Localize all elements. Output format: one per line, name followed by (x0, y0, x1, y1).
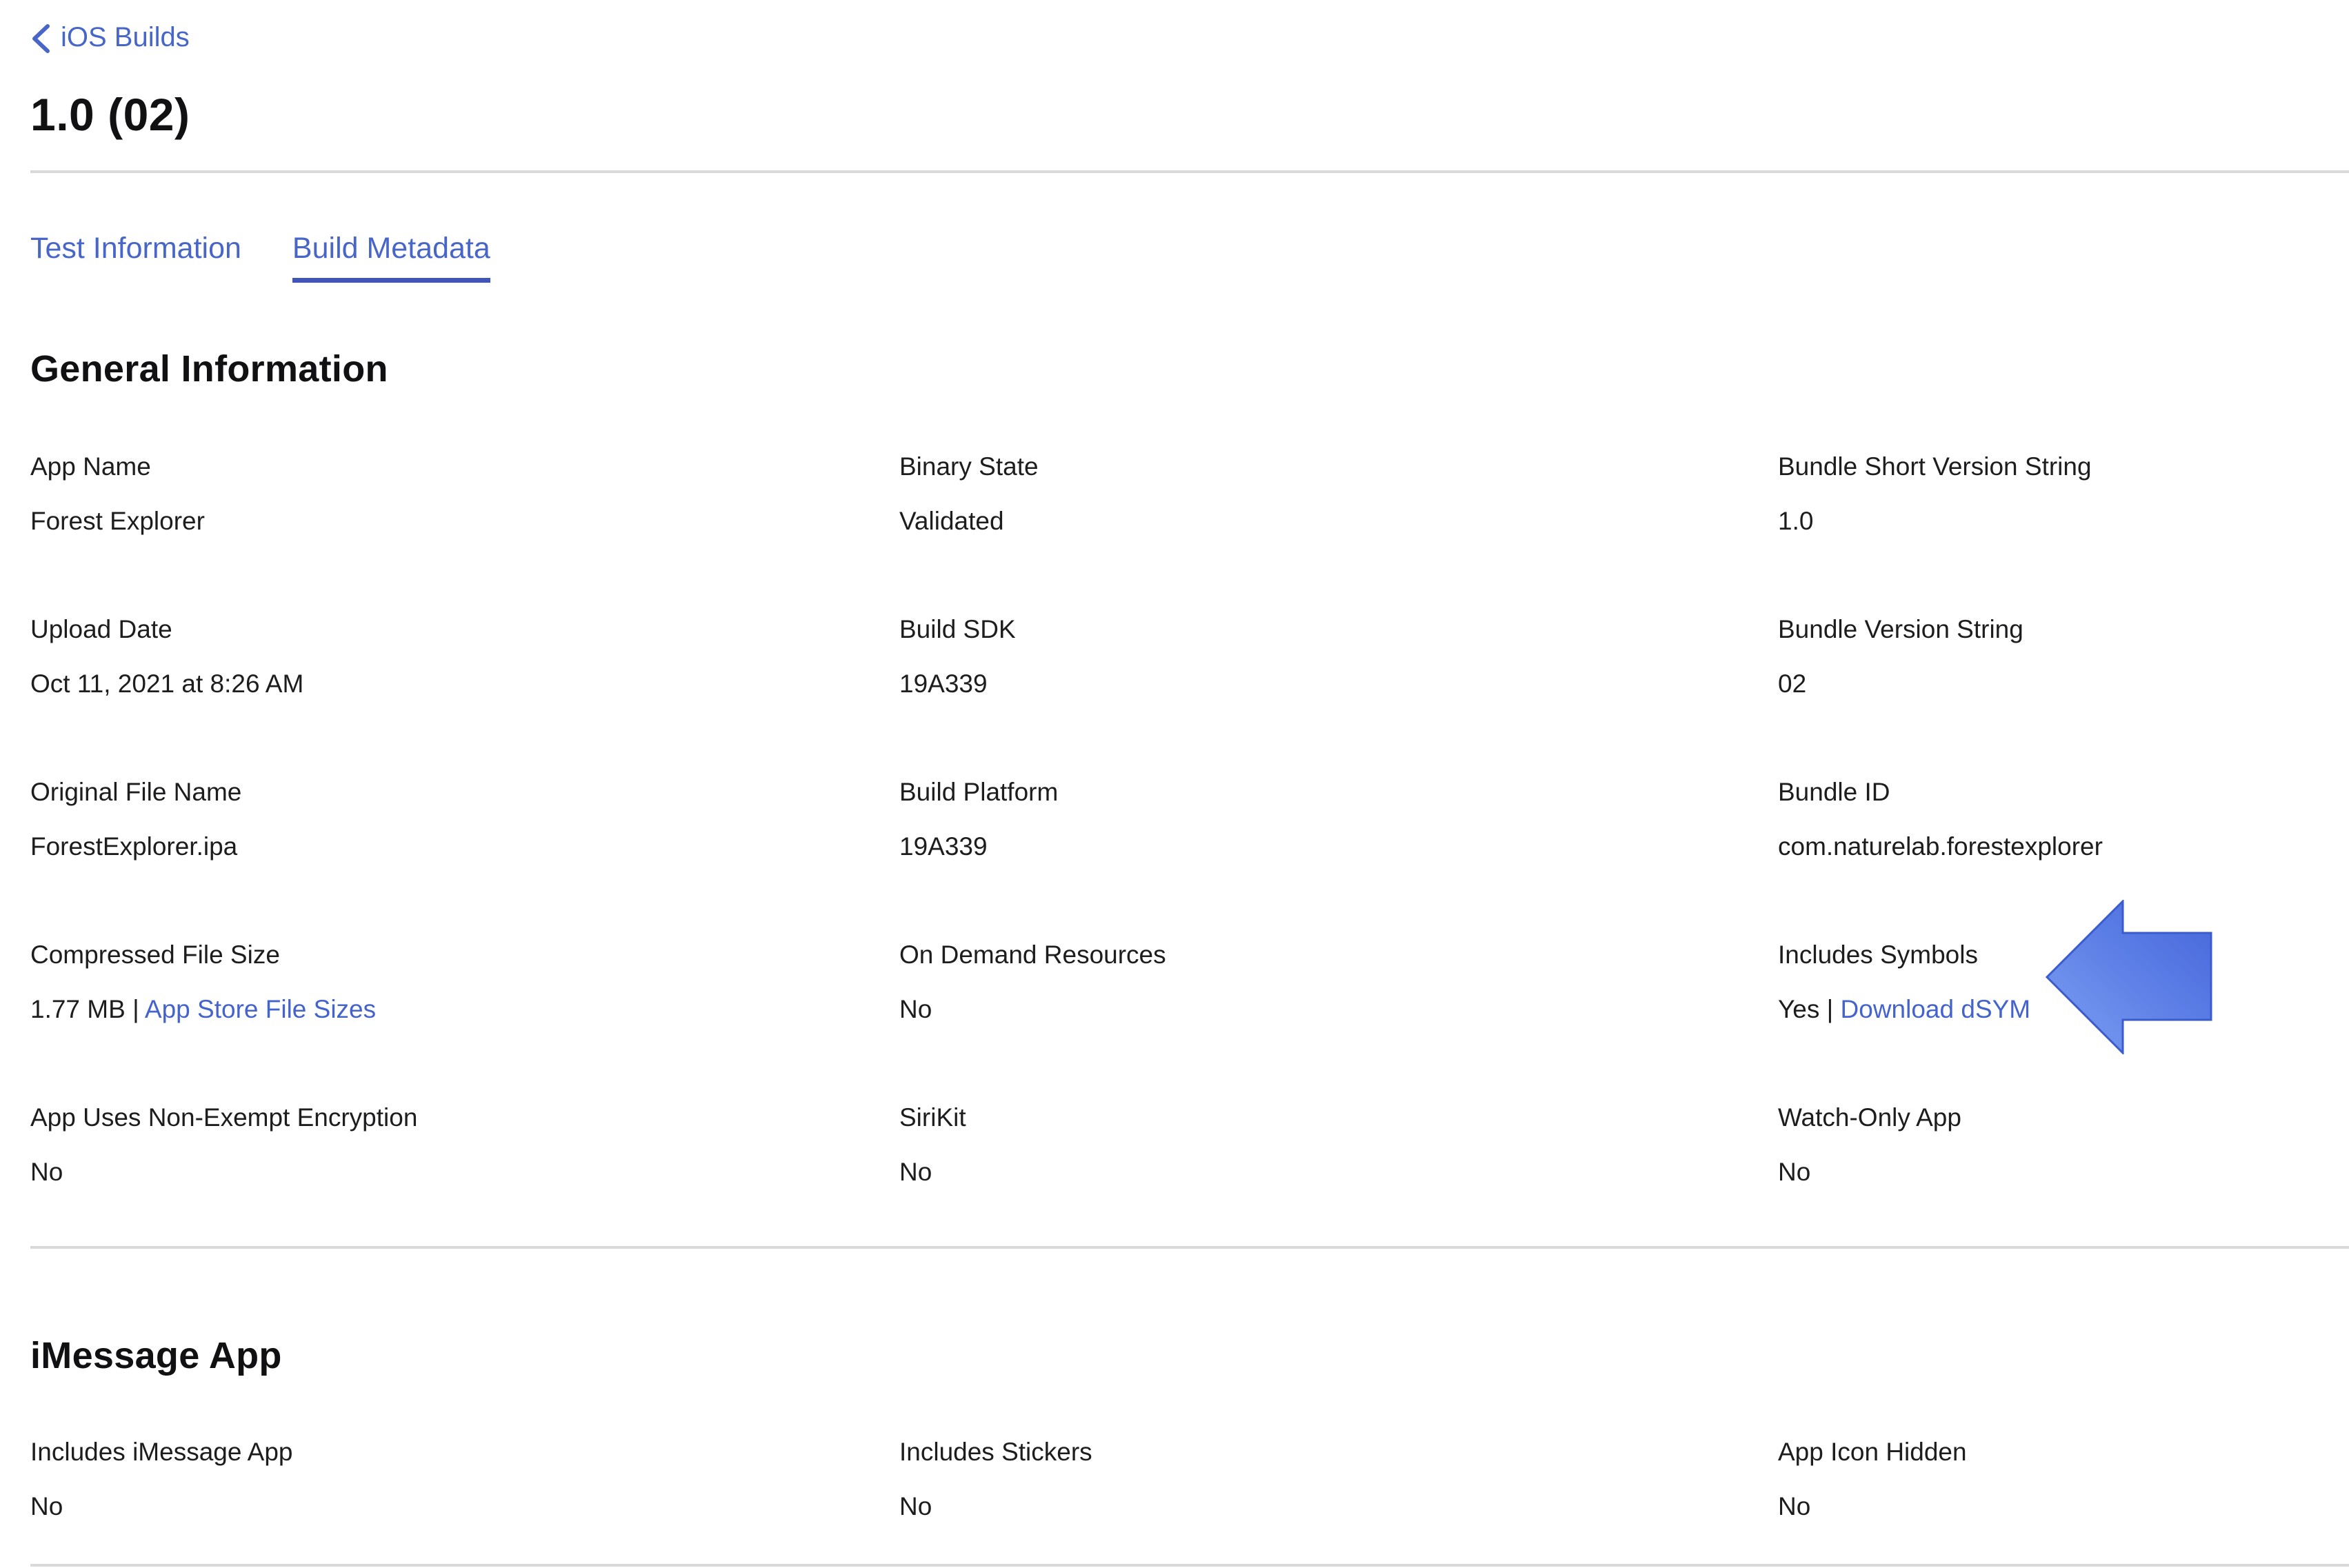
field-value: No (1778, 1158, 1811, 1186)
field-build-platform: Build Platform 19A339 (899, 776, 1778, 863)
field-label: Includes iMessage App (30, 1438, 293, 1466)
file-size-text: 1.77 MB | (30, 995, 145, 1023)
field-value: 02 (1778, 670, 1807, 698)
field-label: Build SDK (899, 615, 1016, 643)
field-label: Upload Date (30, 615, 172, 643)
chevron-left-icon (30, 21, 51, 54)
section-heading-imessage-app: iMessage App (30, 1335, 282, 1376)
bottom-divider (30, 1564, 2349, 1567)
field-label: Watch-Only App (1778, 1103, 1961, 1132)
field-value: Yes | Download dSYM (1778, 994, 2349, 1025)
field-value: 19A339 (899, 670, 988, 698)
field-label: Bundle Version String (1778, 615, 2023, 643)
general-information-grid: App Name Forest Explorer Binary State Va… (30, 451, 2349, 1188)
page-title: 1.0 (02) (30, 89, 190, 140)
app-store-file-sizes-link[interactable]: App Store File Sizes (144, 995, 377, 1023)
field-value: com.naturelab.forestexplorer (1778, 832, 2103, 861)
field-label: Includes Symbols (1778, 941, 1978, 969)
field-bundle-short-version: Bundle Short Version String 1.0 (1778, 451, 2349, 537)
field-value: 1.77 MB | App Store File Sizes (30, 994, 899, 1025)
field-upload-date: Upload Date Oct 11, 2021 at 8:26 AM (30, 614, 899, 700)
field-includes-symbols: Includes Symbols Yes | Download dSYM (1778, 939, 2349, 1025)
field-value: 19A339 (899, 832, 988, 861)
field-label: Original File Name (30, 778, 242, 806)
back-link-label: iOS Builds (61, 22, 190, 52)
field-bundle-id: Bundle ID com.naturelab.forestexplorer (1778, 776, 2349, 863)
field-sirikit: SiriKit No (899, 1102, 1778, 1188)
field-bundle-version: Bundle Version String 02 (1778, 614, 2349, 700)
field-original-file-name: Original File Name ForestExplorer.ipa (30, 776, 899, 863)
field-app-name: App Name Forest Explorer (30, 451, 899, 537)
field-label: Build Platform (899, 778, 1059, 806)
section-divider (30, 1246, 2349, 1249)
field-compressed-file-size: Compressed File Size 1.77 MB | App Store… (30, 939, 899, 1025)
field-app-icon-hidden: App Icon Hidden No (1778, 1436, 2349, 1522)
field-label: App Uses Non-Exempt Encryption (30, 1103, 418, 1132)
field-label: Bundle ID (1778, 778, 1890, 806)
field-includes-imessage-app: Includes iMessage App No (30, 1436, 899, 1522)
field-value: No (30, 1158, 63, 1186)
field-value: No (30, 1492, 63, 1520)
field-build-sdk: Build SDK 19A339 (899, 614, 1778, 700)
field-value: No (899, 995, 932, 1023)
field-value: No (899, 1492, 932, 1520)
field-label: App Name (30, 452, 151, 481)
imessage-app-grid: Includes iMessage App No Includes Sticke… (30, 1436, 2349, 1522)
field-non-exempt-encryption: App Uses Non-Exempt Encryption No (30, 1102, 899, 1188)
tab-build-metadata[interactable]: Build Metadata (292, 231, 490, 283)
field-label: Compressed File Size (30, 941, 280, 969)
field-watch-only-app: Watch-Only App No (1778, 1102, 2349, 1188)
field-value: Oct 11, 2021 at 8:26 AM (30, 670, 304, 698)
field-value: No (1778, 1492, 1811, 1520)
field-binary-state: Binary State Validated (899, 451, 1778, 537)
field-label: Binary State (899, 452, 1039, 481)
field-value: No (899, 1158, 932, 1186)
field-label: On Demand Resources (899, 941, 1166, 969)
field-label: App Icon Hidden (1778, 1438, 1967, 1466)
field-label: Bundle Short Version String (1778, 452, 2092, 481)
tab-test-information[interactable]: Test Information (30, 232, 241, 265)
field-label: Includes Stickers (899, 1438, 1092, 1466)
header-divider (30, 170, 2349, 173)
section-heading-general-information: General Information (30, 348, 388, 390)
tab-bar: Test Information Build Metadata (30, 231, 2349, 283)
back-link-ios-builds[interactable]: iOS Builds (30, 0, 190, 54)
field-value: Forest Explorer (30, 507, 205, 535)
includes-symbols-text: Yes | (1778, 995, 1841, 1023)
download-dsym-link[interactable]: Download dSYM (1840, 995, 2031, 1023)
field-label: SiriKit (899, 1103, 966, 1132)
field-value: Validated (899, 507, 1004, 535)
field-value: ForestExplorer.ipa (30, 832, 238, 861)
field-includes-stickers: Includes Stickers No (899, 1436, 1778, 1522)
field-on-demand-resources: On Demand Resources No (899, 939, 1778, 1025)
field-value: 1.0 (1778, 507, 1814, 535)
